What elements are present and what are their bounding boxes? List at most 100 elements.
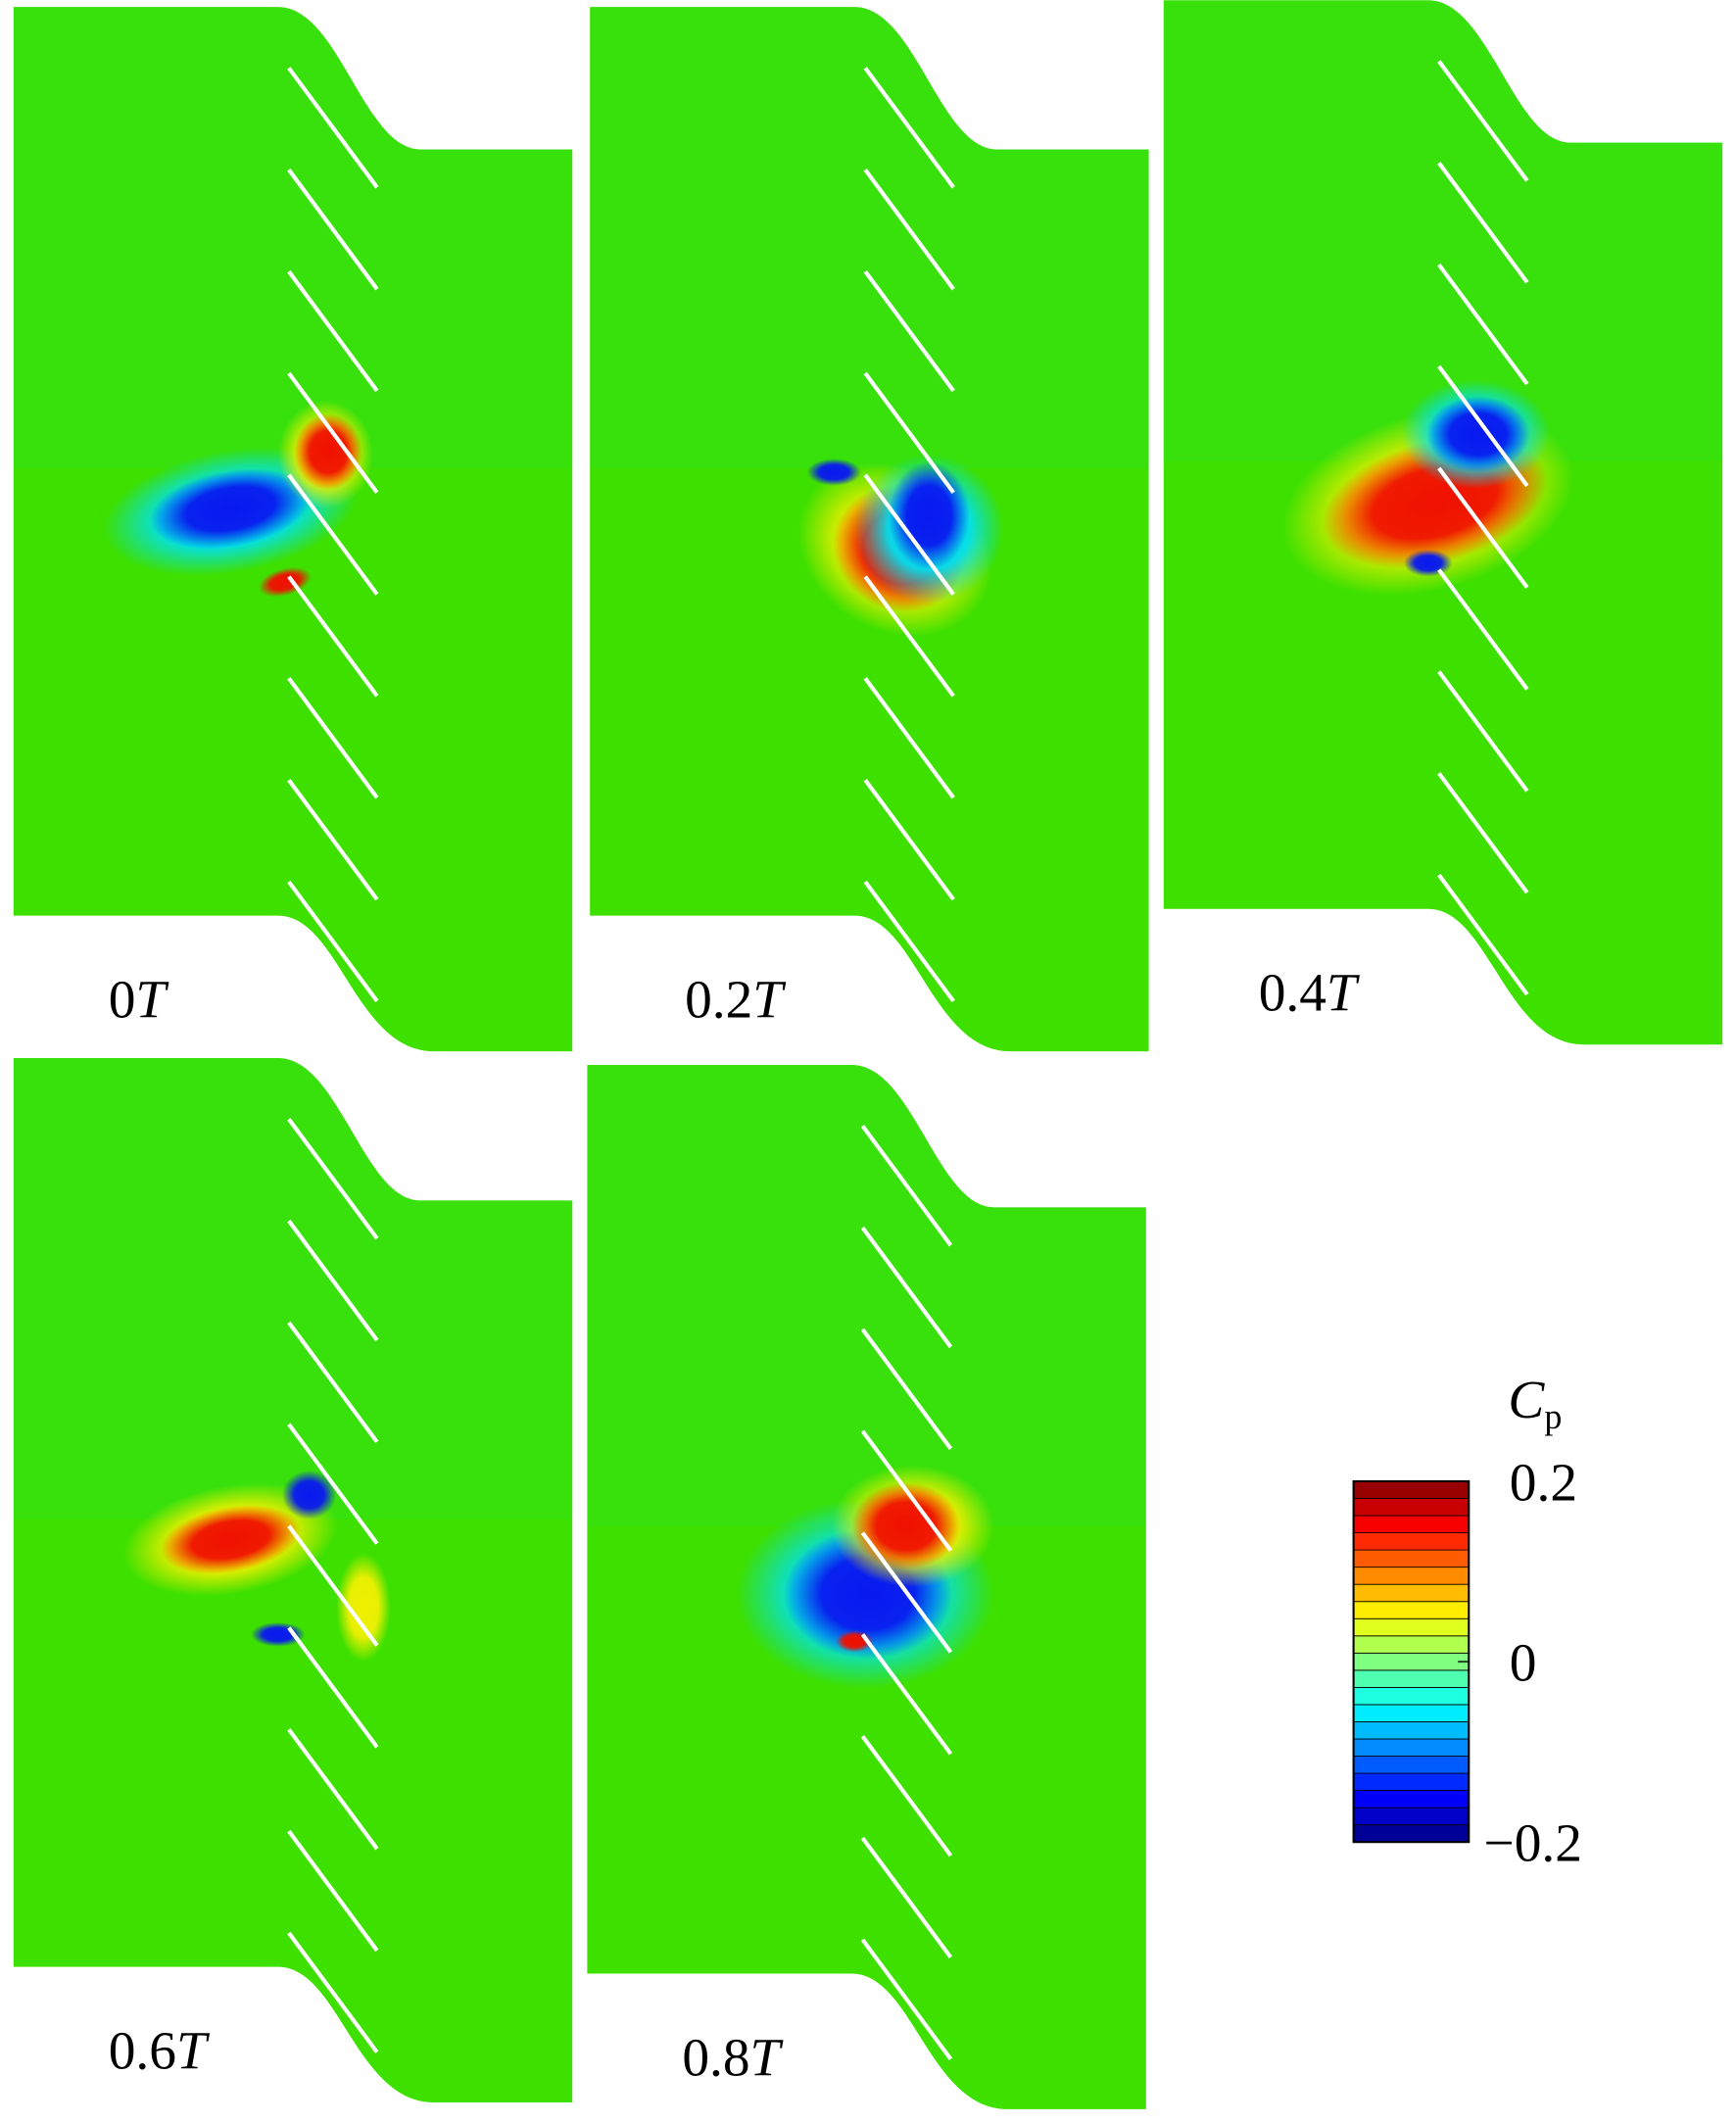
pressure-blob: [888, 460, 970, 570]
blade-slit: [863, 575, 955, 698]
colorbar-band: [1353, 1790, 1470, 1809]
colorbar-subscript: p: [1544, 1397, 1562, 1436]
blade-slit: [863, 67, 955, 189]
blade-slit: [287, 1219, 379, 1342]
colorbar-band: [1353, 1515, 1470, 1533]
colorbar-band: [1353, 1498, 1470, 1517]
blade-slit: [863, 169, 955, 291]
pressure-blob: [251, 1621, 306, 1647]
panel-label: 0.8T: [682, 2027, 784, 2087]
blade-slit: [860, 1734, 953, 1858]
blade-slit: [863, 677, 955, 799]
blade-slit: [860, 1429, 953, 1552]
colorbar-band: [1353, 1807, 1470, 1826]
colorbar-tick-label: 0: [1510, 1632, 1537, 1692]
colorbar-band: [1353, 1583, 1470, 1603]
pressure-blob: [281, 1470, 337, 1520]
blade-slit: [1437, 60, 1529, 182]
panel-unit: T: [135, 970, 169, 1030]
panel-unit: T: [752, 970, 787, 1030]
blade-slit: [860, 1836, 953, 1959]
pressure-blob: [851, 1482, 961, 1569]
panel-time: 0.4: [1259, 963, 1326, 1023]
blade-slit: [287, 169, 379, 291]
panel-unit: T: [176, 2020, 211, 2080]
pressure-blob: [336, 1553, 391, 1663]
blade-slit: [287, 575, 379, 698]
colorbar-title: Cp: [1508, 1370, 1562, 1436]
colorbar-band: [1353, 1532, 1470, 1551]
blade-slit: [287, 1931, 379, 2054]
blade-slit: [287, 880, 379, 1003]
blade-slit: [1437, 162, 1529, 284]
blade-slit: [287, 67, 379, 189]
panel-label: 0.2T: [685, 970, 787, 1030]
blade-slit: [287, 1118, 379, 1240]
blade-slit: [287, 1626, 379, 1749]
blade-slit: [287, 269, 379, 393]
colorbar-tick-label: −0.2: [1484, 1813, 1582, 1873]
colorbar-band: [1353, 1704, 1470, 1722]
blade-slit: [287, 779, 379, 901]
colorbar-band: [1353, 1601, 1470, 1619]
panel-label: 0.4T: [1259, 963, 1361, 1023]
colorbar-band: [1353, 1686, 1470, 1706]
blade-slit: [287, 1829, 379, 1953]
blade-slit: [1437, 568, 1529, 691]
colorbar-band: [1353, 1721, 1470, 1740]
blade-slit: [863, 779, 955, 901]
colorbar-band: [1353, 1738, 1470, 1757]
blade-slit: [287, 1321, 379, 1444]
panel-unit: T: [750, 2027, 785, 2087]
blade-slit: [860, 1125, 953, 1247]
blade-slit: [1437, 466, 1529, 589]
blade-slit: [860, 1226, 953, 1349]
panel-label: 0T: [109, 970, 170, 1030]
colorbar-band: [1353, 1549, 1470, 1568]
pressure-blob: [1426, 396, 1530, 472]
panel-time: 0.8: [682, 2027, 749, 2087]
panel-time: 0: [109, 970, 136, 1030]
blade-slit: [287, 371, 379, 494]
contour-panel: 0.6T: [13, 1058, 573, 2103]
colorbar-band: [1353, 1652, 1470, 1671]
blade-slit: [1437, 873, 1529, 996]
contour-panel: 0.2T: [590, 7, 1149, 1052]
colorbar-band: [1353, 1567, 1470, 1585]
blade-slit: [863, 473, 955, 596]
blade-slit: [287, 473, 379, 596]
blade-slit: [287, 1423, 379, 1545]
blade-slit: [860, 1531, 953, 1654]
blade-slit: [1437, 263, 1529, 386]
blade-slit: [1437, 670, 1529, 793]
flow-domain: [13, 1058, 573, 2103]
blade-slit: [863, 880, 955, 1003]
colorbar-band: [1353, 1635, 1470, 1654]
colorbar-band: [1353, 1669, 1470, 1688]
pressure-blob: [806, 458, 862, 486]
blade-slit: [287, 1728, 379, 1851]
contour-panel: 0T: [13, 7, 573, 1052]
blade-slit: [860, 1633, 953, 1756]
blade-slit: [863, 371, 955, 494]
blade-slit: [287, 1524, 379, 1647]
pressure-blob: [1403, 549, 1453, 577]
blade-slit: [287, 677, 379, 799]
colorbar-band: [1353, 1617, 1470, 1637]
colorbar-band: [1353, 1824, 1470, 1843]
panel-time: 0.2: [685, 970, 752, 1030]
blade-slit: [860, 1327, 953, 1450]
colorbar-tick-label: 0.2: [1510, 1452, 1577, 1512]
panel-unit: T: [1326, 963, 1361, 1023]
pressure-blob: [150, 468, 312, 550]
contour-panel: 0.4T: [1163, 0, 1723, 1045]
panel-time: 0.6: [109, 2020, 176, 2080]
panel-label: 0.6T: [109, 2020, 211, 2080]
colorbar-band: [1353, 1756, 1470, 1774]
pressure-field: [590, 7, 1149, 637]
contour-panel: 0.8T: [587, 1064, 1146, 2109]
pressure-blob: [161, 1505, 301, 1574]
blade-slit: [860, 1938, 953, 2060]
pressure-blob: [294, 413, 362, 490]
